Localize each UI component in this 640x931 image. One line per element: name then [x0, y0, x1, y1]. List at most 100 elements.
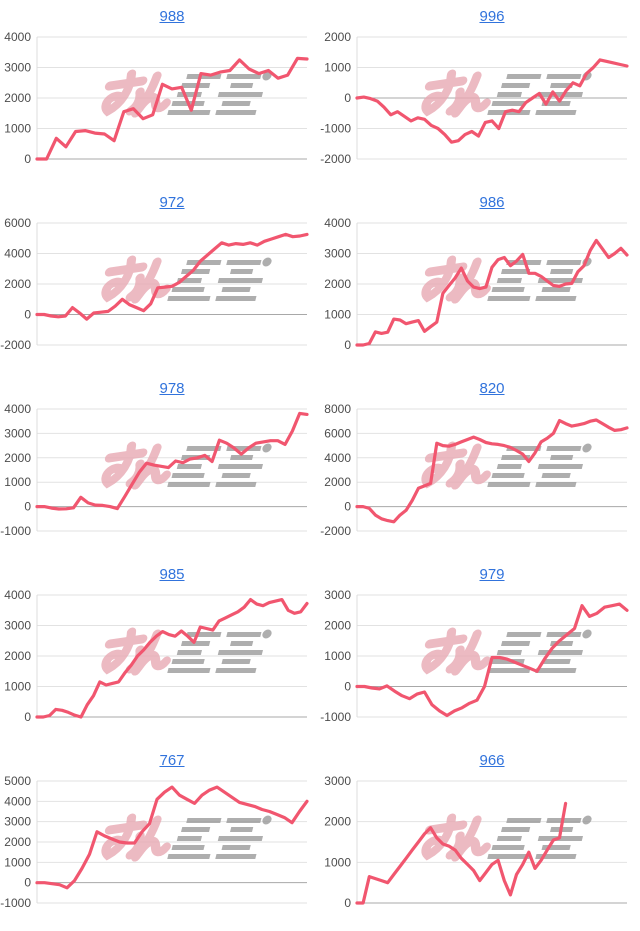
minrepo-watermark-icon	[101, 255, 272, 304]
y-tick-label: 2000	[4, 451, 31, 465]
watermark-pink-min	[101, 255, 171, 304]
chart-plot-985: 0 1000 2000 3000 4000	[4, 588, 309, 724]
watermark-pink-min	[101, 69, 171, 118]
y-tick-label: 3000	[324, 588, 351, 602]
data-line	[355, 238, 629, 347]
watermark-gray-repo	[487, 443, 592, 487]
y-tick-label: 0	[344, 896, 351, 910]
chart-link-820[interactable]: 820	[479, 380, 505, 397]
y-tick-label: 4000	[324, 451, 351, 465]
watermark-pink-min	[421, 69, 491, 118]
chart-plot-978: -1000 0 1000 2000 3000 4000	[0, 402, 309, 538]
data-line	[35, 598, 309, 719]
chart-cell-986: 986 0 1000 2000 3000 4000	[320, 186, 640, 372]
minrepo-watermark-icon	[101, 627, 272, 676]
data-line	[35, 56, 309, 161]
watermark-gray-repo	[167, 257, 272, 301]
y-tick-label: 2000	[324, 815, 351, 829]
y-tick-label: 0	[344, 500, 351, 514]
minrepo-watermark-icon	[421, 69, 592, 118]
watermark-pink-min	[101, 627, 171, 676]
watermark-gray-repo	[167, 629, 272, 673]
chart-cell-978: 978 -1000 0 1000 2000 3000 4000	[0, 372, 320, 558]
chart-title: 996	[320, 0, 640, 27]
y-tick-label: 0	[24, 876, 31, 890]
y-tick-label: -2000	[320, 524, 351, 538]
chart-cell-996: 996 -2000 -1000 0 1000 2000	[320, 0, 640, 186]
y-tick-label: -2000	[0, 338, 31, 352]
data-line	[35, 411, 309, 511]
chart-title: 986	[320, 186, 640, 213]
watermark-pink-min	[421, 255, 491, 304]
data-line	[355, 602, 629, 718]
chart-link-979[interactable]: 979	[479, 566, 505, 583]
chart-plot-986: 0 1000 2000 3000 4000	[324, 216, 629, 352]
chart-title: 979	[320, 558, 640, 585]
y-tick-label: 2000	[4, 649, 31, 663]
chart-link-978[interactable]: 978	[159, 380, 185, 397]
minrepo-watermark-icon	[101, 69, 272, 118]
y-tick-label: 0	[344, 680, 351, 694]
minrepo-watermark-icon	[421, 441, 592, 490]
y-tick-label: 8000	[324, 402, 351, 416]
minrepo-watermark-icon	[421, 813, 592, 862]
chart-link-966[interactable]: 966	[479, 752, 505, 769]
watermark-pink-min	[421, 813, 491, 862]
y-tick-label: 2000	[324, 619, 351, 633]
y-tick-label: 1000	[324, 855, 351, 869]
chart-cell-979: 979 -1000 0 1000 2000 3000	[320, 558, 640, 744]
chart-cell-767: 767 -1000 0 1000 2000 3000 4000 5000	[0, 744, 320, 930]
y-tick-label: 4000	[4, 247, 31, 261]
y-tick-label: 0	[24, 500, 31, 514]
data-line	[355, 418, 629, 524]
minrepo-watermark-icon	[101, 441, 272, 490]
y-tick-label: 3000	[324, 774, 351, 788]
chart-link-767[interactable]: 767	[159, 752, 185, 769]
watermark-gray-repo	[167, 815, 272, 859]
y-tick-label: -1000	[320, 122, 351, 136]
y-tick-label: 0	[344, 91, 351, 105]
watermark-pink-min	[421, 627, 491, 676]
y-tick-label: 1000	[324, 308, 351, 322]
data-line	[35, 785, 309, 890]
y-tick-label: -1000	[320, 710, 351, 724]
chart-plot-966: 0 1000 2000 3000	[324, 774, 627, 910]
y-tick-label: 1000	[4, 680, 31, 694]
data-line	[35, 232, 309, 321]
chart-title: 972	[0, 186, 320, 213]
chart-title: 988	[0, 0, 320, 27]
chart-plot-988: 0 1000 2000 3000 4000	[4, 30, 309, 166]
chart-link-988[interactable]: 988	[159, 8, 185, 25]
y-tick-label: 0	[24, 152, 31, 166]
y-tick-label: 2000	[324, 277, 351, 291]
chart-plot-979: -1000 0 1000 2000 3000	[320, 588, 629, 724]
chart-plot-972: -2000 0 2000 4000 6000	[0, 216, 309, 352]
chart-title: 966	[320, 744, 640, 771]
minrepo-watermark-icon	[101, 813, 272, 862]
y-tick-label: 0	[24, 308, 31, 322]
chart-link-972[interactable]: 972	[159, 194, 185, 211]
y-tick-label: 2000	[4, 835, 31, 849]
chart-cell-966: 966 0 1000 2000 3000	[320, 744, 640, 930]
chart-plot-820: -2000 0 2000 4000 6000 8000	[320, 402, 629, 538]
chart-title: 767	[0, 744, 320, 771]
y-tick-label: 4000	[324, 216, 351, 230]
y-tick-label: 5000	[4, 774, 31, 788]
y-tick-label: -2000	[320, 152, 351, 166]
chart-cell-988: 988 0 1000 2000 3000 4000	[0, 0, 320, 186]
chart-link-985[interactable]: 985	[159, 566, 185, 583]
chart-link-996[interactable]: 996	[479, 8, 505, 25]
minrepo-watermark-icon	[421, 255, 592, 304]
y-tick-label: 1000	[324, 649, 351, 663]
y-tick-label: 1000	[4, 475, 31, 489]
y-tick-label: 2000	[324, 30, 351, 44]
y-tick-label: -1000	[0, 524, 31, 538]
y-tick-label: 4000	[4, 588, 31, 602]
y-tick-label: 6000	[324, 426, 351, 440]
chart-link-986[interactable]: 986	[479, 194, 505, 211]
y-tick-label: 4000	[4, 794, 31, 808]
y-tick-label: 0	[24, 710, 31, 724]
y-tick-label: 0	[344, 338, 351, 352]
data-line	[355, 58, 629, 144]
